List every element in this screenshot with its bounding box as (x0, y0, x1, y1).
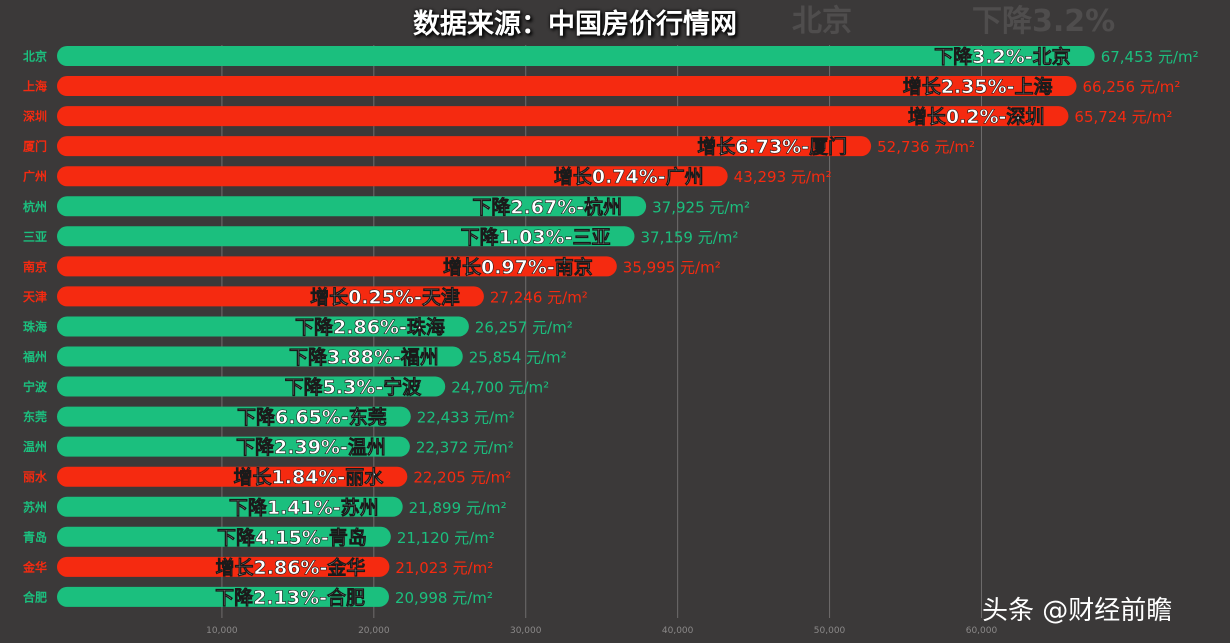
bar (57, 436, 410, 457)
y-category-label: 丽水 (23, 469, 48, 484)
y-category-label: 上海 (23, 79, 47, 94)
bar-label: 下降2.13%-合肥 (215, 586, 365, 609)
bar (57, 286, 484, 307)
bar (57, 406, 411, 427)
y-category-label: 深圳 (23, 109, 47, 124)
bar (57, 46, 1095, 66)
value-label: 37,925 元/m² (652, 198, 750, 216)
value-label: 24,700 元/m² (451, 379, 549, 397)
bar-label: 增长1.84%-丽水 (234, 466, 385, 489)
y-category-label: 南京 (23, 259, 47, 274)
y-category-label: 珠海 (23, 319, 47, 334)
bar-label: 下降5.3%-宁波 (285, 376, 423, 399)
bar (57, 496, 403, 517)
bar (57, 376, 446, 397)
bar-label: 增长0.25%-天津 (310, 285, 460, 308)
ghost-city-label: 北京 (792, 4, 852, 39)
x-tick-label: 30,000 (510, 626, 542, 636)
bar-label: 下降2.86%-珠海 (295, 315, 445, 338)
value-label: 21,023 元/m² (395, 559, 493, 577)
y-category-label: 三亚 (23, 230, 47, 244)
bar-label: 增长0.97%-南京 (443, 255, 593, 278)
bar-label: 下降2.67%-杭州 (472, 195, 622, 218)
bar-label: 增长2.35%-上海 (903, 75, 1053, 98)
value-label: 22,372 元/m² (416, 439, 514, 457)
y-category-label: 广州 (23, 169, 47, 184)
y-category-label: 宁波 (23, 379, 48, 394)
bar-label: 增长0.74%-广州 (554, 165, 704, 188)
value-label: 67,453 元/m² (1101, 48, 1199, 66)
bar-label: 增长6.73%-厦门 (697, 135, 847, 158)
value-label: 35,995 元/m² (623, 258, 721, 276)
value-label: 66,256 元/m² (1083, 78, 1181, 96)
chart-title: 数据来源：中国房价行情网 (413, 9, 737, 40)
value-label: 37,159 元/m² (640, 228, 738, 246)
value-label: 20,998 元/m² (395, 589, 493, 607)
bar-label: 下降1.03%-三亚 (461, 225, 611, 248)
bar-label: 增长0.2%-深圳 (908, 105, 1045, 128)
watermark: 头条 @财经前瞻 (982, 596, 1173, 626)
bar (57, 196, 647, 217)
bar-label: 下降6.65%-东莞 (237, 406, 387, 429)
bar-label: 下降3.2%-北京 (934, 45, 1071, 68)
x-tick-label: 20,000 (358, 626, 390, 636)
y-category-label: 北京 (23, 49, 47, 64)
bar (57, 586, 389, 607)
bar (57, 316, 469, 337)
bar (57, 556, 390, 577)
bar-label: 下降2.39%-温州 (236, 436, 386, 459)
y-category-label: 厦门 (23, 139, 47, 154)
value-label: 43,293 元/m² (734, 168, 832, 186)
bar-label: 下降3.88%-福州 (289, 346, 439, 369)
bar (57, 166, 728, 187)
bar (57, 526, 391, 547)
bar (57, 466, 408, 487)
bar (57, 346, 463, 367)
value-label: 21,899 元/m² (409, 499, 507, 517)
bar (57, 136, 872, 157)
y-category-label: 青岛 (23, 529, 47, 544)
value-label: 22,433 元/m² (417, 409, 515, 427)
value-label: 25,854 元/m² (469, 349, 567, 367)
ghost-change-label: 下降3.2% (972, 4, 1116, 39)
y-category-label: 金华 (22, 559, 47, 574)
bar (57, 76, 1077, 97)
value-label: 26,257 元/m² (475, 318, 573, 336)
value-label: 21,120 元/m² (397, 529, 495, 547)
value-label: 65,724 元/m² (1074, 108, 1172, 126)
x-tick-label: 50,000 (814, 626, 846, 636)
bar (57, 226, 635, 247)
y-category-label: 天津 (23, 289, 47, 304)
bar-label: 增长2.86%-金华 (216, 556, 366, 579)
y-category-label: 合肥 (23, 589, 47, 604)
y-category-label: 杭州 (23, 199, 47, 214)
y-category-label: 苏州 (23, 499, 47, 514)
y-category-label: 温州 (23, 440, 47, 454)
y-category-label: 东莞 (23, 409, 47, 424)
x-tick-label: 10,000 (206, 626, 238, 636)
value-label: 52,736 元/m² (877, 138, 975, 156)
value-label: 22,205 元/m² (413, 469, 511, 487)
bar-label: 下降1.41%-苏州 (229, 496, 379, 519)
bar-label: 下降4.15%-青岛 (217, 526, 367, 549)
bar (57, 106, 1069, 127)
x-tick-label: 40,000 (662, 626, 694, 636)
value-label: 27,246 元/m² (490, 288, 588, 306)
x-tick-label: 60,000 (966, 626, 998, 636)
y-category-label: 福州 (22, 349, 47, 364)
bar (57, 256, 617, 277)
